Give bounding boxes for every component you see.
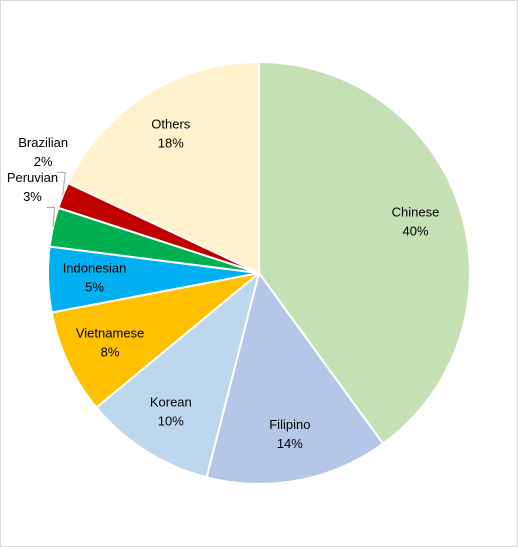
- slice-label: Vietnamese: [76, 326, 144, 341]
- slice-label: Indonesian: [63, 261, 127, 276]
- slice-value-label: 8%: [101, 345, 120, 360]
- slice-label: Filipino: [269, 417, 310, 432]
- slice-label: Others: [151, 116, 191, 131]
- leader-line: [57, 172, 66, 196]
- pie-slice: [205, 270, 385, 485]
- slice-value-label: 2%: [34, 154, 53, 169]
- pie-slice: [50, 272, 260, 409]
- pie-slice: [258, 60, 471, 446]
- slice-value-label: 5%: [85, 280, 104, 295]
- slice-value-label: 40%: [403, 224, 429, 239]
- leader-line: [46, 206, 56, 228]
- slice-value-label: 14%: [277, 436, 303, 451]
- slice-value-label: 18%: [158, 135, 184, 150]
- pie-slice: [66, 60, 260, 275]
- pie-slice: [95, 270, 261, 479]
- slice-label: Peruvian: [7, 170, 58, 185]
- slice-value-label: 3%: [23, 189, 42, 204]
- slice-label: Chinese: [392, 205, 440, 220]
- slice-label: Brazilian: [18, 135, 68, 150]
- slice-label: Korean: [150, 394, 192, 409]
- slice-value-label: 10%: [158, 413, 184, 428]
